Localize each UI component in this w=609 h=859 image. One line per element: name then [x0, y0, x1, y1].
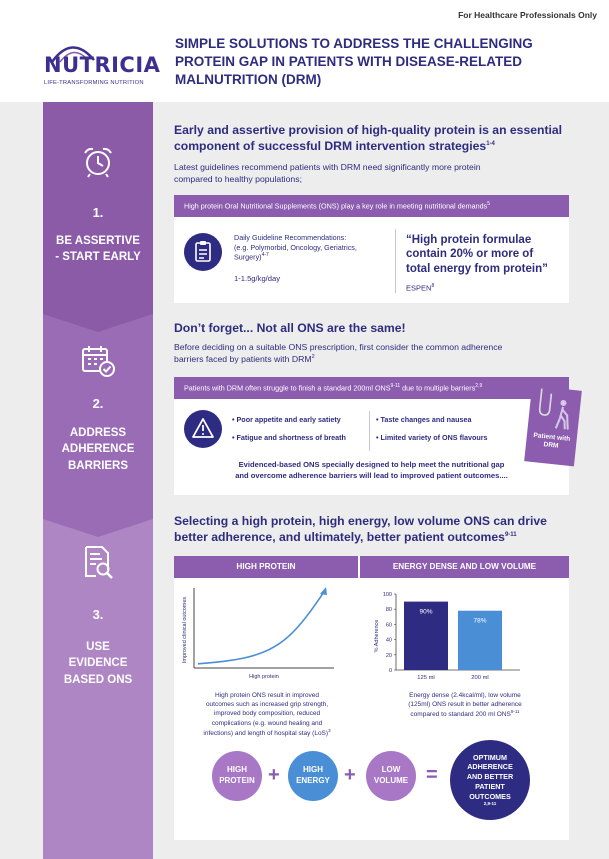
section-3-heading: Selecting a high protein, high energy, l…	[174, 514, 547, 544]
chart2-bar	[458, 610, 502, 670]
step-1-label: BE ASSERTIVE - START EARLY	[55, 235, 141, 264]
barrier-item: Poor appetite and early satiety	[232, 415, 341, 424]
guideline-value: 1-1.5g/kg/day	[234, 274, 281, 283]
card-divider	[395, 229, 396, 293]
chart2-y-tick-label: 20	[386, 653, 392, 659]
plus-sign: +	[268, 764, 280, 786]
energy-dense-header: ENERGY DENSE AND LOW VOLUME	[360, 556, 569, 578]
evidence-card: HIGH PROTEIN ENERGY DENSE AND LOW VOLUME…	[174, 556, 569, 840]
step-3-panel	[43, 519, 153, 859]
barriers-divider	[369, 411, 370, 451]
chart1-y-label: Improved clinical outcomes	[182, 597, 188, 664]
barrier-item: Fatigue and shortness of breath	[232, 433, 346, 442]
step-1-number: 1.	[92, 205, 104, 220]
energy-dense-caption: Energy dense (2.4kcal/ml), low volume (1…	[408, 692, 522, 719]
chart2-y-tick-label: 80	[386, 607, 392, 613]
chart2-y-tick-label: 0	[389, 668, 392, 674]
calendar-check-icon	[82, 346, 115, 377]
step-2-label: ADDRESS ADHERENCE BARRIERS	[61, 427, 135, 472]
chart2-category-label: 200 ml	[471, 675, 488, 681]
section-2-body: Before deciding on a suitable ONS prescr…	[174, 342, 503, 365]
chart2-y-label: % Adherence	[374, 620, 380, 653]
audience-note: For Healthcare Professionals Only	[458, 10, 597, 20]
quote-source: ESPEN8	[406, 283, 435, 293]
protein-outcomes-chart: Improved clinical outcomes High protein	[182, 587, 334, 680]
equals-sign: =	[426, 764, 438, 786]
chart2-data-label: 90%	[419, 609, 432, 616]
section-1-body: Latest guidelines recommend patients wit…	[174, 162, 481, 185]
logo-wordmark: NUTRICIA	[44, 53, 161, 77]
low-volume-bubble: LOW VOLUME	[366, 751, 416, 801]
plus-sign: +	[344, 764, 356, 786]
chart2-y-tick-label: 40	[386, 638, 392, 644]
guideline-card-band: High protein Oral Nutritional Supplement…	[174, 195, 569, 217]
chart2-bar	[404, 601, 448, 670]
clipboard-icon	[184, 233, 222, 271]
chart1-arrowhead	[320, 587, 327, 595]
document-search-icon	[85, 546, 113, 579]
patient-badge: Patient with DRM	[524, 385, 582, 467]
logo-tagline: LIFE-TRANSFORMING NUTRITION	[44, 80, 144, 86]
page-title: SIMPLE SOLUTIONS TO ADDRESS THE CHALLENG…	[175, 36, 533, 87]
logo-arc-icon	[50, 46, 95, 63]
step-1-chevron	[43, 314, 153, 332]
patient-paperclip-icon	[538, 388, 569, 430]
high-energy-bubble: HIGH ENERGY	[288, 751, 338, 801]
outcome-bubble: OPTIMUM ADHERENCE AND BETTER PATIENT OUT…	[450, 740, 530, 820]
section-2-heading: Don’t forget... Not all ONS are the same…	[174, 321, 406, 335]
evidence-statement: Evidenced-based ONS specially designed t…	[235, 460, 508, 480]
barriers-card: Patients with DRM often struggle to fini…	[174, 377, 569, 495]
chart2-category-label: 125 ml	[417, 675, 434, 681]
step-sidebar: 1. BE ASSERTIVE - START EARLY 2. ADDRESS…	[43, 102, 153, 859]
guideline-text: Daily Guideline Recommendations: (e.g. P…	[234, 233, 357, 262]
high-protein-caption: High protein ONS result in improved outc…	[203, 692, 331, 738]
chart1-series-line	[197, 591, 325, 665]
chart2-data-label: 78%	[473, 618, 486, 625]
barrier-item: Limited variety of ONS flavours	[376, 433, 488, 442]
chart2-y-tick-label: 100	[383, 592, 392, 598]
step-2-number: 2.	[92, 396, 104, 411]
step-3-number: 3.	[92, 607, 104, 622]
high-protein-header: HIGH PROTEIN	[174, 556, 358, 578]
adherence-bar-chart: % Adherence 0 20 40 60 80 100 90% 125 ml 78% 200 …	[374, 592, 520, 681]
warning-icon	[184, 410, 222, 448]
step-2-chevron	[43, 519, 153, 537]
chart2-y-tick-label: 60	[386, 622, 392, 628]
espen-quote: “High protein formulae contain 20% or mo…	[406, 234, 548, 275]
barriers-card-band: Patients with DRM often struggle to fini…	[174, 377, 569, 399]
high-protein-bubble: HIGH PROTEIN	[212, 751, 262, 801]
guideline-card: High protein Oral Nutritional Supplement…	[174, 195, 569, 303]
step-3-label: USE EVIDENCE BASED ONS	[63, 641, 133, 686]
step-1-panel	[43, 102, 153, 314]
section-1-heading: Early and assertive provision of high-qu…	[174, 123, 563, 153]
chart1-x-label: High protein	[249, 674, 279, 680]
alarm-clock-icon	[84, 147, 112, 178]
barrier-item: Taste changes and nausea	[376, 415, 472, 424]
